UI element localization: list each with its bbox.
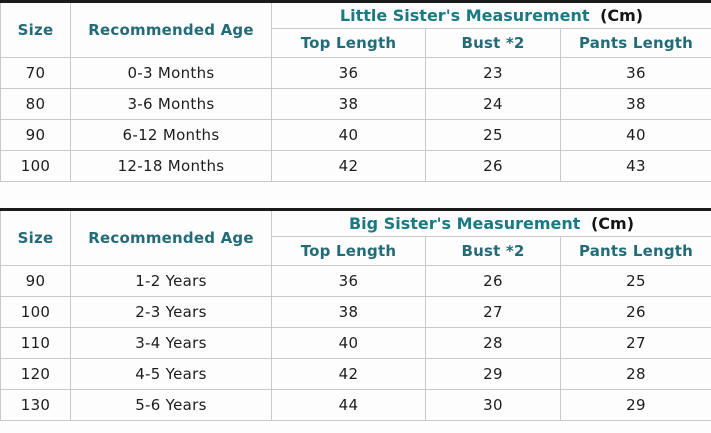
pants-length-cell: 40 <box>560 119 711 151</box>
table-row: 110 3-4 Years 40 28 27 <box>0 327 711 359</box>
top-length-cell: 44 <box>271 389 426 421</box>
bust-cell: 24 <box>425 88 561 120</box>
top-length-cell: 42 <box>271 150 426 182</box>
size-cell: 80 <box>0 88 71 120</box>
age-cell: 6-12 Months <box>70 119 272 151</box>
age-cell: 12-18 Months <box>70 150 272 182</box>
age-cell: 0-3 Months <box>70 57 272 89</box>
size-cell: 130 <box>0 389 71 421</box>
size-cell: 120 <box>0 358 71 390</box>
age-column-header: Recommended Age <box>70 209 272 266</box>
table-row: 70 0-3 Months 36 23 36 <box>0 57 711 89</box>
age-cell: 1-2 Years <box>70 265 272 297</box>
pants-length-cell: 27 <box>560 327 711 359</box>
size-cell: 100 <box>0 296 71 328</box>
table-row: 80 3-6 Months 38 24 38 <box>0 88 711 120</box>
sub-header-row: Top Length Bust *2 Pants Length <box>1 236 711 266</box>
top-length-cell: 36 <box>271 57 426 89</box>
pants-length-column-header: Pants Length <box>560 236 711 266</box>
table-row: 130 5-6 Years 44 30 29 <box>0 389 711 421</box>
age-cell: 5-6 Years <box>70 389 272 421</box>
size-cell: 70 <box>0 57 71 89</box>
size-cell: 90 <box>0 119 71 151</box>
bust-cell: 28 <box>425 327 561 359</box>
top-length-column-header: Top Length <box>271 28 426 58</box>
top-length-column-header: Top Length <box>271 236 426 266</box>
size-cell: 100 <box>0 150 71 182</box>
big-sister-size-table: Size Recommended Age Big Sister's Measur… <box>0 208 711 421</box>
age-cell: 2-3 Years <box>70 296 272 328</box>
bust-cell: 25 <box>425 119 561 151</box>
table-row: 120 4-5 Years 42 29 28 <box>0 358 711 390</box>
measurement-title-text: Big Sister's Measurement <box>348 214 581 233</box>
age-cell: 4-5 Years <box>70 358 272 390</box>
bust-cell: 26 <box>425 265 561 297</box>
pants-length-cell: 38 <box>560 88 711 120</box>
age-cell: 3-4 Years <box>70 327 272 359</box>
bust-cell: 26 <box>425 150 561 182</box>
pants-length-cell: 43 <box>560 150 711 182</box>
age-cell: 3-6 Months <box>70 88 272 120</box>
table-row: 100 12-18 Months 42 26 43 <box>0 150 711 182</box>
table-row: 100 2-3 Years 38 27 26 <box>0 296 711 328</box>
bust-column-header: Bust *2 <box>425 28 561 58</box>
header-row: Size Recommended Age Little Sister's Mea… <box>0 1 711 58</box>
pants-length-cell: 26 <box>560 296 711 328</box>
top-length-cell: 38 <box>271 296 426 328</box>
age-column-header: Recommended Age <box>70 1 272 58</box>
little-sister-size-table: Size Recommended Age Little Sister's Mea… <box>0 0 711 182</box>
size-cell: 110 <box>0 327 71 359</box>
top-length-cell: 42 <box>271 358 426 390</box>
table-row: 90 1-2 Years 36 26 25 <box>0 265 711 297</box>
measurement-title: Little Sister's Measurement (Cm) <box>271 1 711 29</box>
size-column-header: Size <box>0 1 71 58</box>
pants-length-column-header: Pants Length <box>560 28 711 58</box>
bust-column-header: Bust *2 <box>425 236 561 266</box>
pants-length-cell: 28 <box>560 358 711 390</box>
size-column-header: Size <box>0 209 71 266</box>
bust-cell: 29 <box>425 358 561 390</box>
top-length-cell: 36 <box>271 265 426 297</box>
top-length-cell: 40 <box>271 119 426 151</box>
size-cell: 90 <box>0 265 71 297</box>
pants-length-cell: 36 <box>560 57 711 89</box>
top-length-cell: 38 <box>271 88 426 120</box>
measurement-title-text: Little Sister's Measurement <box>339 6 590 25</box>
measurement-title: Big Sister's Measurement (Cm) <box>271 209 711 237</box>
measurement-unit-text: (Cm) <box>600 6 644 25</box>
bust-cell: 23 <box>425 57 561 89</box>
header-row: Size Recommended Age Big Sister's Measur… <box>0 209 711 266</box>
measurement-unit-text: (Cm) <box>590 214 635 233</box>
table-row: 90 6-12 Months 40 25 40 <box>0 119 711 151</box>
pants-length-cell: 25 <box>560 265 711 297</box>
top-length-cell: 40 <box>271 327 426 359</box>
bust-cell: 30 <box>425 389 561 421</box>
bust-cell: 27 <box>425 296 561 328</box>
pants-length-cell: 29 <box>560 389 711 421</box>
